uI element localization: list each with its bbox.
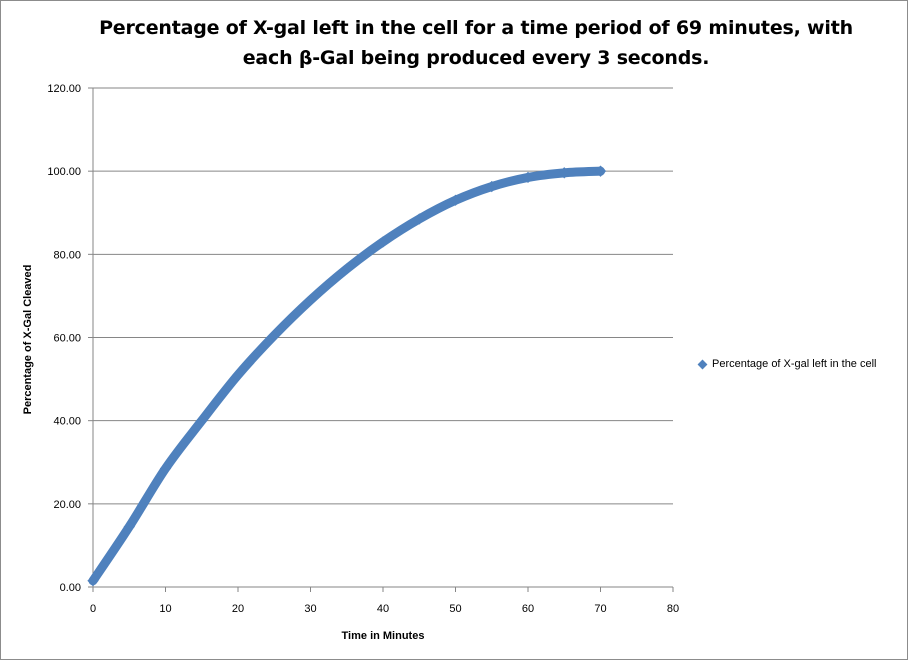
data-point — [159, 462, 172, 475]
gridlines — [93, 87, 673, 505]
x-tick-label: 70 — [594, 603, 606, 615]
axes — [88, 87, 674, 592]
data-point — [486, 180, 498, 193]
x-tick-label: 40 — [377, 603, 389, 615]
y-tick-label: 0.00 — [60, 582, 81, 594]
x-tick-label: 30 — [304, 603, 316, 615]
data-point — [377, 236, 389, 248]
y-tick-label: 20.00 — [53, 499, 81, 511]
x-tick-labels: 0 10 20 30 40 50 60 70 80 — [90, 603, 679, 615]
data-point — [558, 167, 570, 179]
x-tick-label: 60 — [522, 603, 534, 615]
data-point — [196, 415, 208, 427]
y-tick-label: 120.00 — [47, 83, 81, 95]
y-tick-label: 80.00 — [53, 249, 81, 261]
chart-title-line-2: each β-Gal being produced every 3 second… — [242, 47, 710, 69]
chart-title: Percentage of X-gal left in the cell for… — [61, 13, 891, 73]
chart-title-line-1: Percentage of X-gal left in the cell for… — [99, 17, 853, 39]
legend: Percentage of X-gal left in the cell — [697, 358, 877, 370]
x-tick-label: 80 — [667, 603, 679, 615]
series-group — [87, 165, 607, 587]
data-point — [449, 194, 462, 206]
x-tick-label: 50 — [449, 603, 461, 615]
x-tick-label: 20 — [232, 603, 244, 615]
data-point — [232, 369, 244, 381]
x-tick-label: 0 — [90, 603, 96, 615]
y-tick-labels: 0.00 20.00 40.00 60.00 80.00 100.00 120.00 — [47, 83, 81, 594]
data-point — [594, 165, 607, 177]
data-point — [341, 263, 353, 275]
x-axis-title: Time in Minutes — [342, 630, 425, 642]
y-tick-label: 40.00 — [53, 416, 81, 428]
data-point — [413, 213, 425, 225]
y-tick-label: 100.00 — [47, 166, 81, 178]
y-axis-title: Percentage of X-Gal Cleaved — [22, 265, 34, 415]
legend-label: Percentage of X-gal left in the cell — [712, 358, 877, 370]
legend-marker-icon — [697, 359, 708, 369]
series-line — [88, 166, 605, 586]
data-point — [304, 294, 317, 306]
data-point — [268, 329, 280, 342]
data-point — [522, 171, 534, 184]
y-tick-label: 60.00 — [53, 333, 81, 345]
x-tick-label: 10 — [159, 603, 171, 615]
